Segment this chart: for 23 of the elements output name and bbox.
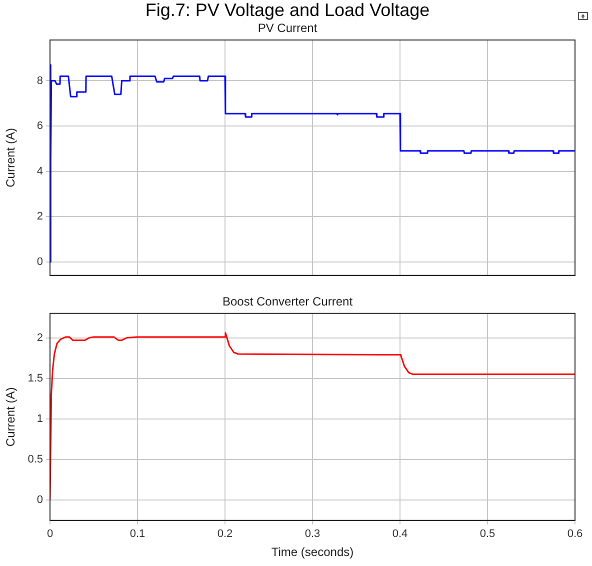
x-tick-label: 0.1: [130, 528, 146, 540]
x-tick-label: 0: [46, 528, 54, 540]
y-tick-label: 8: [36, 74, 43, 87]
x-tick-label: 0.3: [304, 528, 320, 540]
y-tick-label: 0: [36, 494, 43, 506]
x-tick-label: 0.2: [217, 528, 233, 540]
y-tick-label: 1: [36, 412, 43, 425]
y-tick-label: 0: [36, 256, 43, 268]
chart-title: Boost Converter Current: [222, 294, 354, 309]
y-axis-title: Current (A): [4, 387, 18, 447]
x-axis-title: Time (seconds): [271, 545, 354, 560]
x-tick-label: 0.4: [392, 528, 408, 540]
chart-title: Fig.7: PV Voltage and Load Voltage: [145, 0, 430, 20]
x-tick-label: 0.6: [567, 528, 583, 540]
chart-subtitle: PV Current: [258, 21, 318, 36]
y-tick-label: 4: [36, 165, 43, 178]
y-tick-label: 2: [36, 332, 43, 344]
y-axis-title: Current (A): [4, 128, 18, 188]
y-tick-label: 6: [36, 120, 43, 132]
x-tick-label: 0.5: [480, 528, 496, 540]
y-tick-label: 1.5: [28, 372, 43, 384]
y-tick-label: 0.5: [28, 454, 43, 466]
y-tick-label: 2: [36, 210, 43, 223]
